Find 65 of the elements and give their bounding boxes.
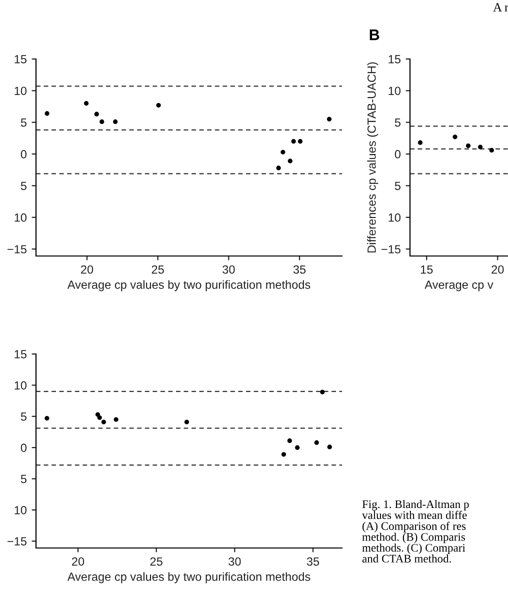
x-tick-label: 30 <box>228 557 241 566</box>
y-tick-label: 5 <box>20 412 26 421</box>
x-tick-label: 20 <box>81 265 94 274</box>
point <box>101 420 106 424</box>
point <box>113 119 118 124</box>
point <box>327 444 332 450</box>
point <box>100 119 104 124</box>
x-axis-title: Average cp v <box>424 280 494 292</box>
point <box>276 166 281 170</box>
y-tick-label: 15 <box>388 55 400 64</box>
point <box>156 102 161 108</box>
point <box>298 139 303 144</box>
point <box>489 148 494 153</box>
y-tick-label: 10 <box>14 381 27 390</box>
y-tick-label: 10 <box>388 213 401 222</box>
x-axis-title: Average cp values by two purification methods <box>67 280 310 292</box>
point <box>44 416 50 421</box>
y-tick-label: −15 <box>382 245 400 254</box>
y-tick-label: 5 <box>20 474 26 484</box>
y-tick-label: 5 <box>20 182 26 190</box>
y-tick-label: 10 <box>14 86 27 96</box>
point <box>114 417 118 422</box>
x-axis-title: Average cp values by two purification methods <box>67 572 310 584</box>
x-tick-label: 35 <box>293 265 306 274</box>
point <box>280 150 286 154</box>
y-tick-label: 0 <box>20 444 27 452</box>
y-tick-label: 5 <box>394 118 400 127</box>
point <box>466 143 471 148</box>
y-tick-label: 0 <box>20 150 27 158</box>
point <box>84 101 89 106</box>
y-tick-label: 15 <box>14 350 26 358</box>
y-tick-label: 15 <box>14 55 26 64</box>
y-axis-title: Differences cp values (CTAB-UACH) <box>367 62 378 252</box>
point <box>326 116 332 122</box>
y-tick-label: 5 <box>20 118 26 127</box>
y-tick-label: 10 <box>388 86 401 96</box>
point <box>291 139 296 144</box>
x-tick-label: 15 <box>420 265 433 274</box>
point <box>287 438 292 444</box>
point <box>314 440 319 445</box>
chart-title: B <box>370 30 380 40</box>
y-tick-label: 5 <box>394 182 400 190</box>
x-tick-label: 25 <box>150 557 162 566</box>
y-tick-label: 0 <box>394 150 401 158</box>
point <box>295 445 300 450</box>
x-tick-label: 25 <box>152 265 164 274</box>
point <box>44 111 50 116</box>
caption: Fig. 1. Bland-Altman p values with mean diffe (A) Comparison of res method. (B) Comparis methods. (C) Compari and CTAB method. <box>362 500 469 563</box>
x-tick-label: 35 <box>306 557 320 566</box>
x-tick-label: 30 <box>222 265 235 274</box>
point <box>281 452 286 457</box>
y-tick-label: −15 <box>8 245 26 254</box>
y-tick-label: 10 <box>14 506 27 514</box>
point <box>288 158 292 164</box>
x-tick-label: 20 <box>72 557 84 566</box>
point <box>97 415 102 420</box>
point <box>478 144 483 150</box>
y-tick-label: −15 <box>8 537 26 546</box>
point <box>320 390 325 394</box>
point <box>418 140 423 145</box>
x-tick-label: 20 <box>492 265 504 274</box>
y-tick-label: 10 <box>14 213 27 222</box>
point <box>184 420 190 424</box>
point <box>94 112 99 116</box>
point <box>452 134 458 140</box>
